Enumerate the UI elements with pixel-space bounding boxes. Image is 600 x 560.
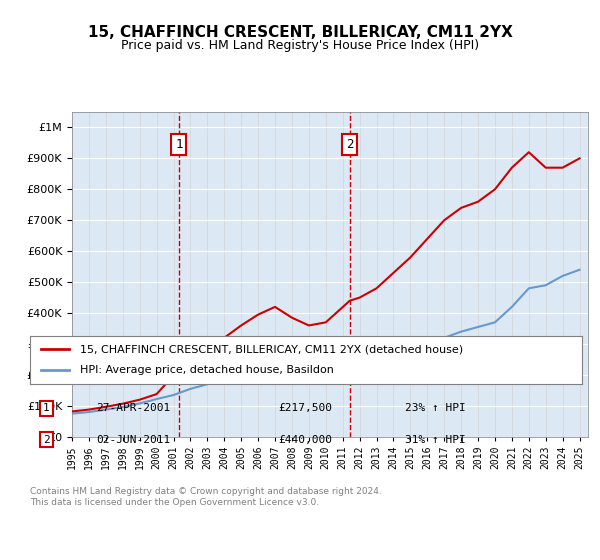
Text: 02-JUN-2011: 02-JUN-2011 [96, 435, 170, 445]
Text: Contains HM Land Registry data © Crown copyright and database right 2024.
This d: Contains HM Land Registry data © Crown c… [30, 487, 382, 507]
Text: 2: 2 [346, 138, 353, 151]
Text: 15, CHAFFINCH CRESCENT, BILLERICAY, CM11 2YX (detached house): 15, CHAFFINCH CRESCENT, BILLERICAY, CM11… [80, 344, 463, 354]
Text: £217,500: £217,500 [278, 403, 332, 413]
Text: 1: 1 [175, 138, 182, 151]
Text: 15, CHAFFINCH CRESCENT, BILLERICAY, CM11 2YX: 15, CHAFFINCH CRESCENT, BILLERICAY, CM11… [88, 25, 512, 40]
Text: Price paid vs. HM Land Registry's House Price Index (HPI): Price paid vs. HM Land Registry's House … [121, 39, 479, 52]
Text: HPI: Average price, detached house, Basildon: HPI: Average price, detached house, Basi… [80, 365, 334, 375]
Text: £440,000: £440,000 [278, 435, 332, 445]
Text: 27-APR-2001: 27-APR-2001 [96, 403, 170, 413]
Text: 23% ↑ HPI: 23% ↑ HPI [406, 403, 466, 413]
Text: 31% ↑ HPI: 31% ↑ HPI [406, 435, 466, 445]
Text: 1: 1 [43, 403, 50, 413]
Text: 2: 2 [43, 435, 50, 445]
